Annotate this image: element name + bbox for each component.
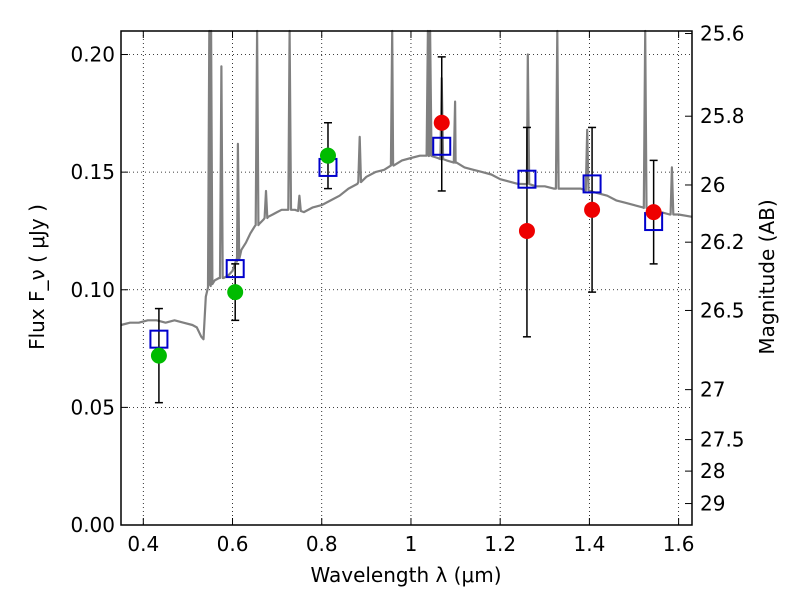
y-tick-label: 0.05 (70, 395, 115, 419)
observed-nir-point (433, 114, 450, 131)
observed-optical-point (227, 284, 244, 301)
right-tick-label: 28 (700, 459, 725, 483)
error-bars (154, 56, 658, 404)
model-photometry-point (225, 259, 245, 279)
y-tick-label: 0.10 (70, 278, 115, 302)
x-tick-label: 0.8 (306, 532, 338, 556)
right-tick-label: 25.6 (700, 22, 745, 46)
model-spectrum (120, 29, 693, 341)
x-tick-label: 1.2 (484, 532, 516, 556)
right-axis-ticks: 25.6 25.8 26 26.2 26.5 27 27.5 28 29 (685, 22, 745, 516)
x-tick-label: 1.6 (663, 532, 695, 556)
x-tick-label: 0.4 (127, 532, 159, 556)
right-tick-label: 26.2 (700, 230, 745, 254)
x-axis-ticks: 0.4 0.6 0.8 1 1.2 1.4 1.6 (127, 31, 695, 556)
y-axis-ticks: 0.00 0.05 0.10 0.15 0.20 (70, 43, 128, 537)
observed-optical-point (319, 147, 336, 164)
x-tick-label: 1 (405, 532, 418, 556)
observed-nir-point (518, 222, 535, 239)
y-tick-label: 0.20 (70, 43, 115, 67)
observed-points (150, 114, 662, 364)
y-axis-label: Flux F_ν ( μJy ) (25, 204, 49, 350)
right-tick-label: 27 (700, 378, 725, 402)
grid-lines (121, 31, 692, 526)
right-tick-label: 27.5 (700, 428, 745, 452)
spectrum-line (120, 29, 693, 341)
right-tick-label: 26 (700, 173, 725, 197)
x-tick-label: 1.4 (573, 532, 605, 556)
model-photometry-point (582, 174, 602, 194)
x-tick-label: 0.6 (217, 532, 249, 556)
model-photometry-point (432, 136, 452, 156)
y-tick-label: 0.15 (70, 160, 115, 184)
observed-optical-point (150, 347, 167, 364)
right-tick-label: 25.8 (700, 104, 745, 128)
right-axis-label: Magnitude (AB) (755, 199, 779, 354)
right-tick-label: 26.5 (700, 298, 745, 322)
model-photometry-point (517, 169, 537, 189)
plot-frame (120, 30, 693, 526)
observed-nir-point (584, 201, 601, 218)
y-tick-label: 0.00 (70, 513, 115, 537)
x-axis-label: Wavelength λ (μm) (310, 563, 501, 587)
observed-nir-point (645, 204, 662, 221)
right-tick-label: 29 (700, 492, 725, 516)
